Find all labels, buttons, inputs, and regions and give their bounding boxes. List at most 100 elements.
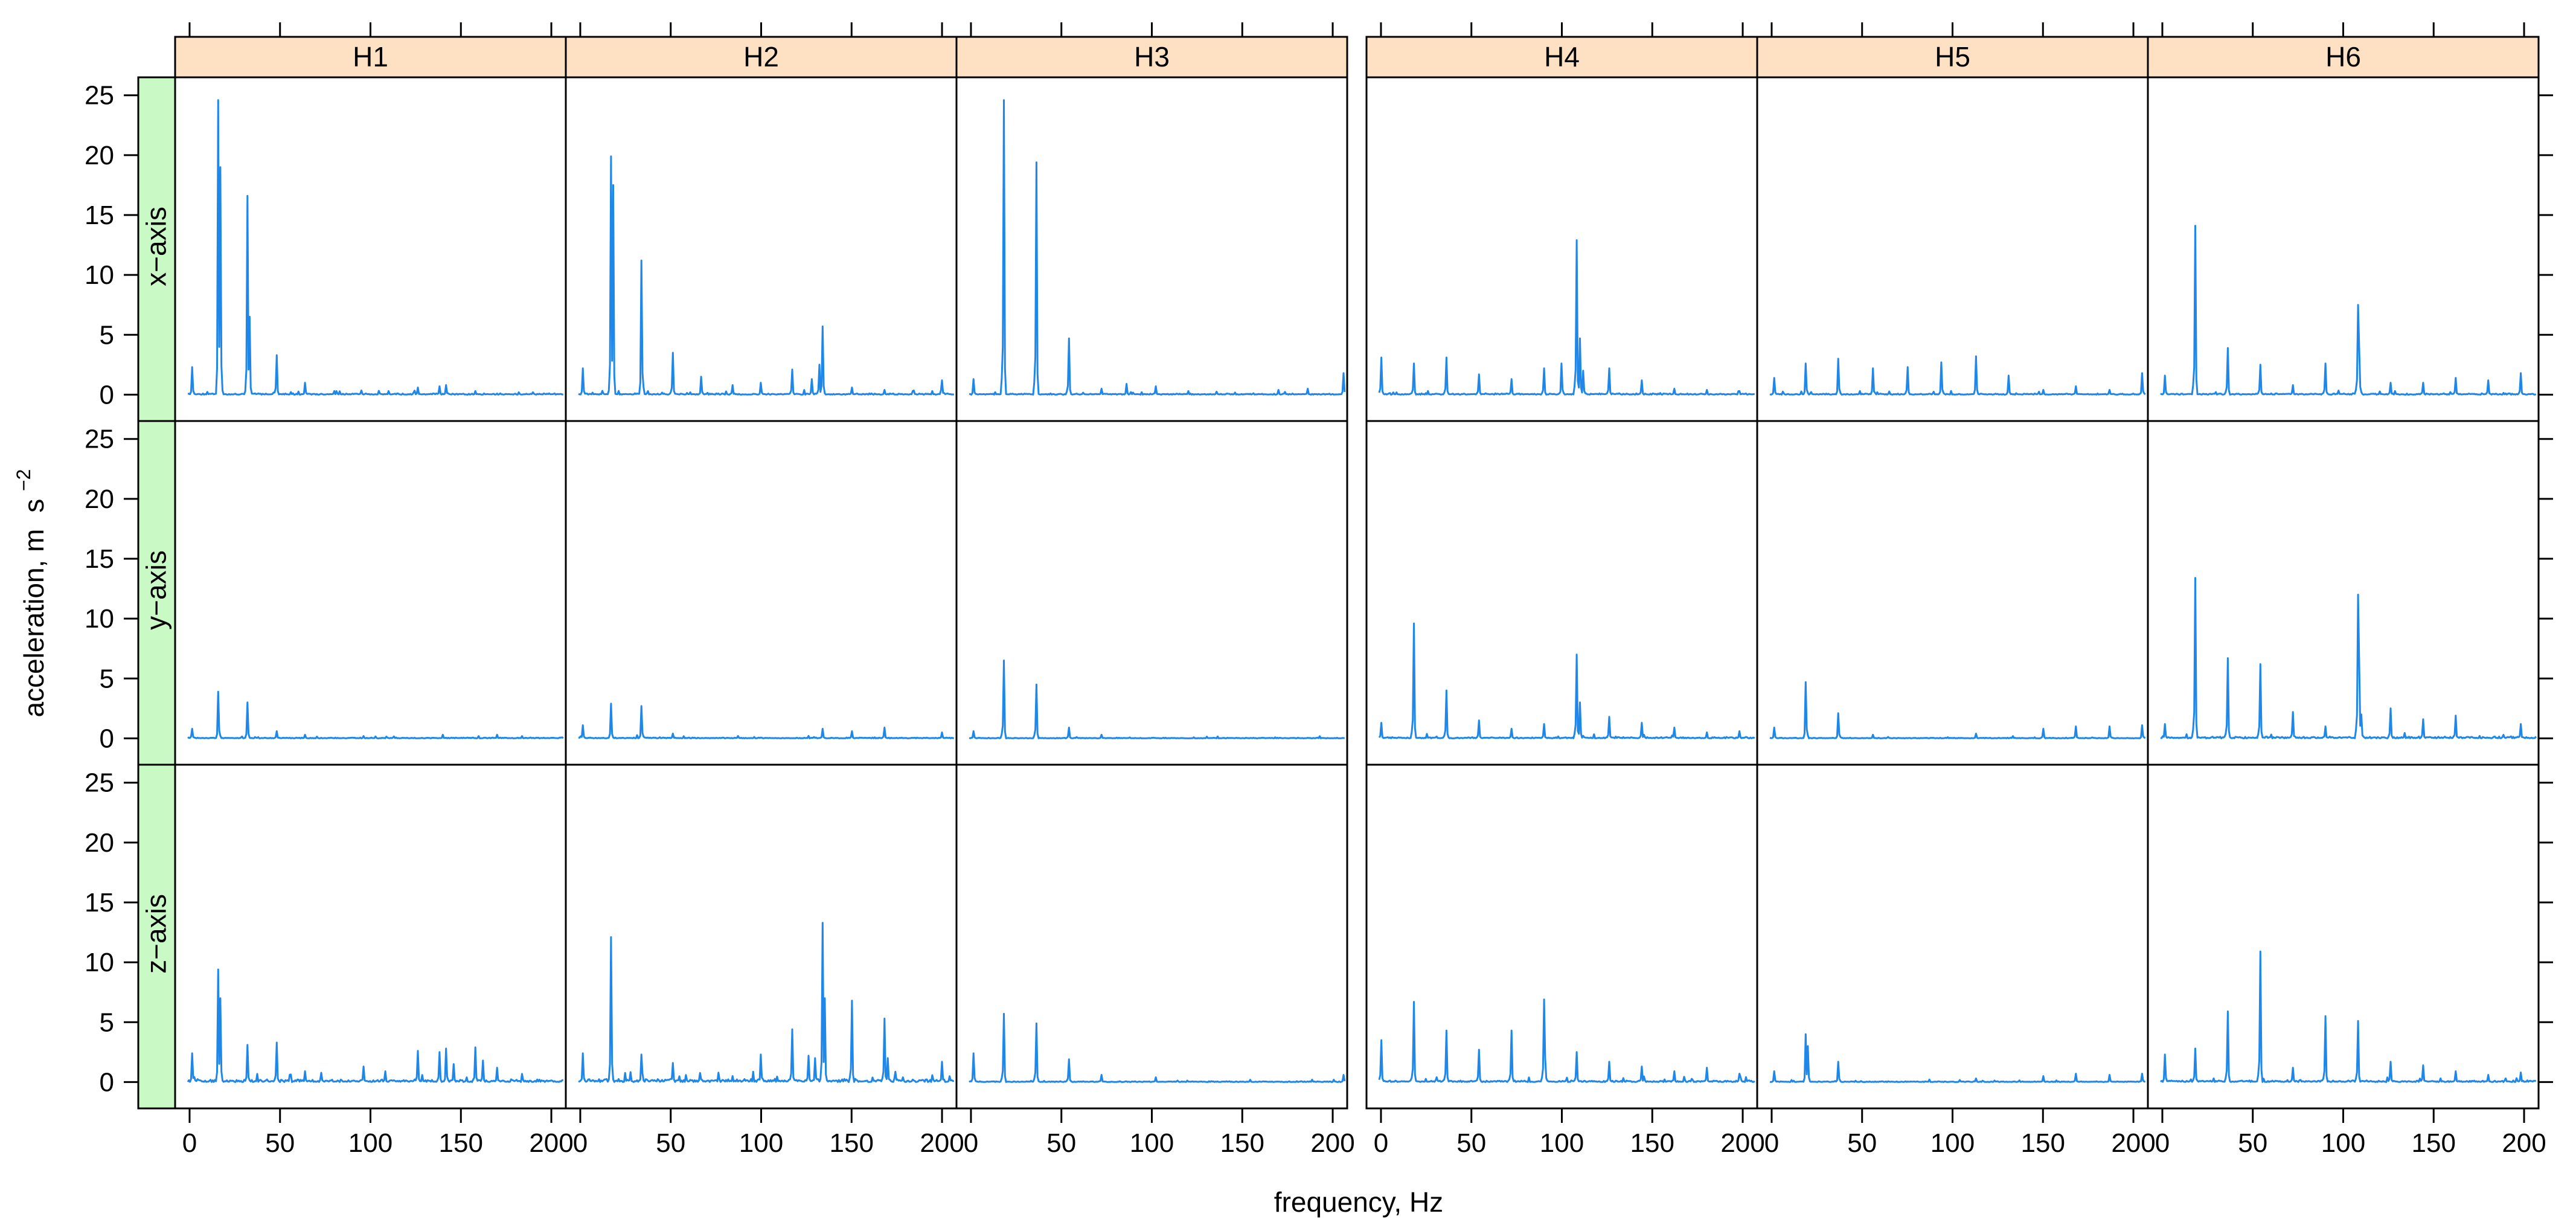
y-tick-label: 5 <box>100 1008 114 1037</box>
strip-label-h4: H4 <box>1544 41 1580 72</box>
strip-z-axis-background <box>137 763 176 1110</box>
x-tick-label: 0 <box>182 1128 197 1158</box>
panels <box>174 76 2540 1110</box>
x-tick-label: 150 <box>1630 1128 1674 1158</box>
axis-ticks <box>124 22 2553 1123</box>
panel-frame <box>955 76 1348 422</box>
x-tick-label: 150 <box>830 1128 874 1158</box>
spectrum-h1-x-axis <box>188 99 563 396</box>
strip-h6: H6 <box>2147 36 2540 79</box>
spectrum-h4-z-axis <box>1378 998 1755 1083</box>
y-tick-label: 25 <box>85 81 114 111</box>
x-tick-label: 50 <box>1847 1128 1877 1158</box>
y-axis-title-main: acceleration, m <box>18 529 50 718</box>
x-tick-label: 150 <box>1220 1128 1264 1158</box>
x-tick-label: 150 <box>2021 1128 2065 1158</box>
strip-h5: H5 <box>1756 36 2149 79</box>
panel-frame <box>955 420 1348 766</box>
panel-frame <box>955 763 1348 1110</box>
y-tick-label: 10 <box>85 604 114 634</box>
y-tick-label: 10 <box>85 948 114 977</box>
strip-h3: H3 <box>955 36 1348 79</box>
panel-h5-y-axis <box>1756 420 2149 766</box>
panel-h1-x-axis <box>174 76 567 422</box>
spectrum-h4-x-axis <box>1378 239 1755 396</box>
x-tick-label: 100 <box>739 1128 783 1158</box>
panel-frame <box>1365 763 1758 1110</box>
panel-frame <box>174 763 567 1110</box>
panel-h3-y-axis <box>955 420 1348 766</box>
tick-labels: 0 50 100 150 200 0 50 100 150 200 0 50 100 150 200 0 50 1… <box>85 81 2546 1158</box>
panel-h6-x-axis <box>2147 76 2540 422</box>
y-tick-label: 25 <box>85 425 114 454</box>
y-tick-label: 10 <box>85 260 114 290</box>
x-tick-label: 50 <box>656 1128 685 1158</box>
x-tick-label: 0 <box>1374 1128 1388 1158</box>
panel-h3-x-axis <box>955 76 1348 422</box>
strip-label-h1: H1 <box>353 41 388 72</box>
strip-label-h2: H2 <box>743 41 779 72</box>
strip-z-axis: z−axis <box>137 763 176 1110</box>
y-tick-label: 5 <box>100 320 114 350</box>
spectrum-h2-y-axis <box>578 702 954 739</box>
panel-h3-z-axis <box>955 763 1348 1110</box>
panel-frame <box>1756 420 2149 766</box>
panel-frame <box>1365 420 1758 766</box>
panel-h4-z-axis <box>1365 763 1758 1110</box>
panel-frame <box>565 420 958 766</box>
x-tick-label: 150 <box>439 1128 483 1158</box>
panel-h1-y-axis <box>174 420 567 766</box>
y-tick-label: 20 <box>85 141 114 170</box>
strip-h1-background <box>174 36 567 79</box>
x-tick-label: 200 <box>1310 1128 1354 1158</box>
x-tick-label: 50 <box>1456 1128 1486 1158</box>
panel-frame <box>2147 76 2540 422</box>
panel-h4-x-axis <box>1365 76 1758 422</box>
strip-h2-background <box>565 36 958 79</box>
panel-h5-z-axis <box>1756 763 2149 1110</box>
panel-frame <box>565 76 958 422</box>
x-tick-label: 100 <box>1540 1128 1584 1158</box>
strip-label-h3: H3 <box>1134 41 1170 72</box>
x-tick-label: 50 <box>2238 1128 2267 1158</box>
strip-y-axis: y−axis <box>137 420 176 766</box>
y-tick-label: 0 <box>100 1067 114 1097</box>
spectrum-h1-y-axis <box>187 690 564 739</box>
panel-h5-x-axis <box>1756 76 2149 422</box>
spectrum-h1-z-axis <box>187 968 564 1083</box>
x-axis-title: frequency, Hz <box>1274 1186 1443 1218</box>
panel-frame <box>174 76 567 422</box>
panel-h4-y-axis <box>1365 420 1758 766</box>
spectrum-h6-z-axis <box>2160 950 2536 1083</box>
spectrum-h5-x-axis <box>1769 355 2146 396</box>
panel-frame <box>174 420 567 766</box>
strip-h6-background <box>2147 36 2540 79</box>
y-tick-label: 25 <box>85 768 114 798</box>
strip-label-h5: H5 <box>1935 41 1970 72</box>
panel-h2-x-axis <box>565 76 958 422</box>
panel-frame <box>1756 76 2149 422</box>
spectrum-h6-y-axis <box>2160 577 2537 739</box>
strips: H1 H2 H3 H4 H5 H6 x−axis y−axis z−axis <box>137 36 2540 1110</box>
y-tick-label: 0 <box>100 724 114 753</box>
y-tick-label: 5 <box>100 664 114 693</box>
x-tick-label: 150 <box>2412 1128 2456 1158</box>
y-axis-title: acceleration, m s −2 <box>13 469 50 718</box>
panel-h6-z-axis <box>2147 763 2540 1110</box>
strip-label-y-axis: y−axis <box>141 550 172 630</box>
x-tick-label: 100 <box>2321 1128 2365 1158</box>
strip-label-h6: H6 <box>2325 41 2361 72</box>
y-tick-label: 15 <box>85 201 114 230</box>
panel-h6-y-axis <box>2147 420 2540 766</box>
y-axis-title-exponent: −2 <box>13 469 34 491</box>
panel-frame <box>1756 763 2149 1110</box>
x-tick-label: 200 <box>920 1128 964 1158</box>
x-tick-label: 50 <box>265 1128 295 1158</box>
strip-label-x-axis: x−axis <box>141 207 172 286</box>
panel-h2-z-axis <box>565 763 958 1110</box>
x-tick-label: 200 <box>2502 1128 2546 1158</box>
spectrum-h3-x-axis <box>969 99 1346 396</box>
y-tick-label: 15 <box>85 544 114 574</box>
strip-h3-background <box>955 36 1348 79</box>
